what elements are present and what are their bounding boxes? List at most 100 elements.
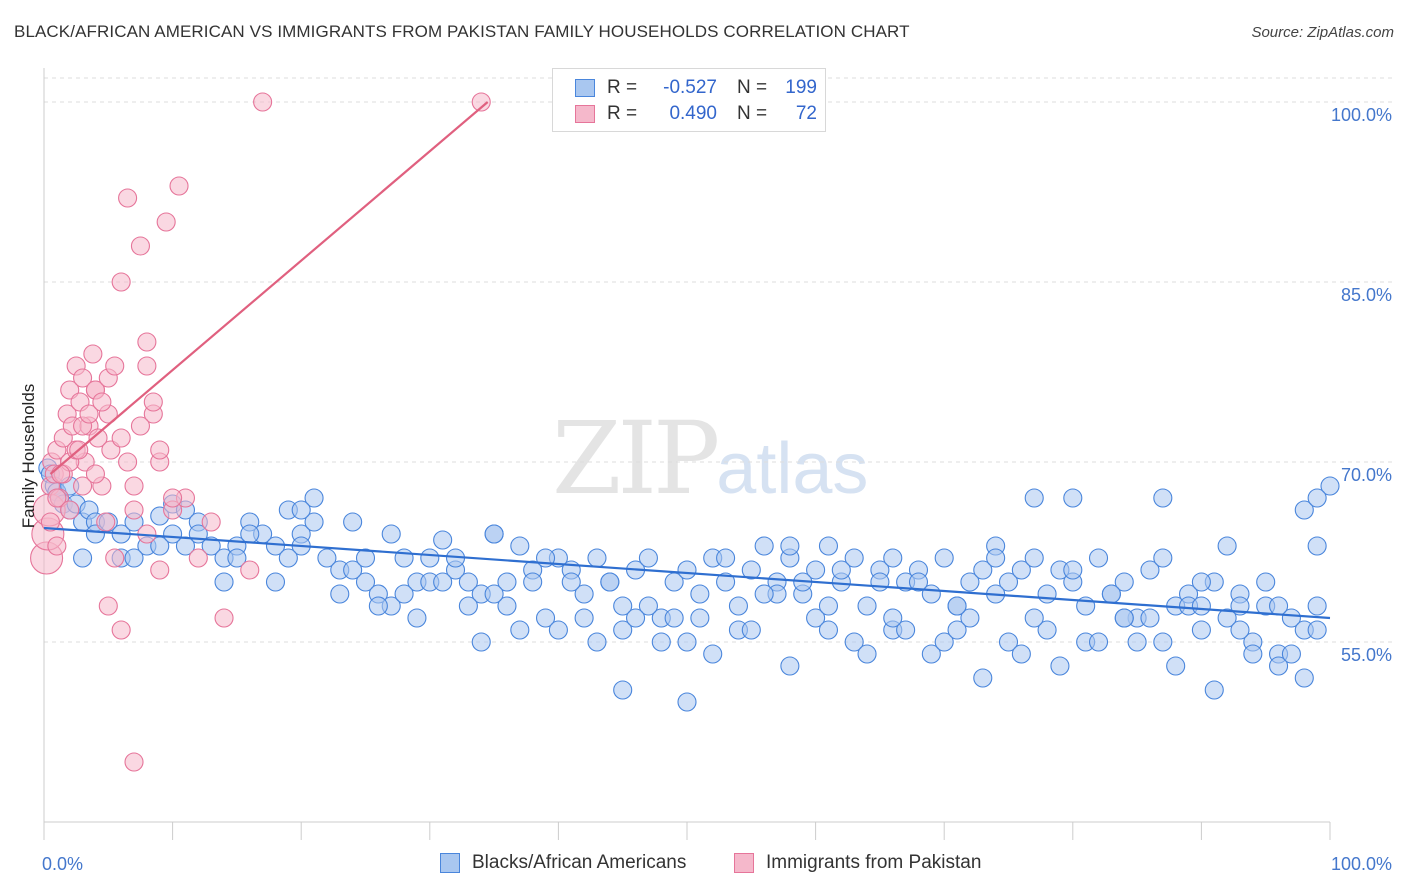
legend-item-pakistan[interactable]: Immigrants from Pakistan — [734, 852, 981, 874]
point-blacks — [831, 560, 851, 580]
point-blacks — [741, 620, 761, 640]
legend-n-label: N = — [737, 103, 768, 124]
point-pakistan — [156, 212, 176, 232]
legend-swatch-pink — [734, 853, 754, 873]
point-blacks — [535, 608, 556, 628]
point-blacks — [716, 572, 736, 592]
point-blacks — [651, 632, 671, 652]
point-blacks — [1153, 548, 1173, 568]
point-pakistan — [111, 620, 131, 640]
x-tick-label: 0.0% — [42, 854, 83, 874]
point-pakistan — [73, 368, 93, 388]
point-pakistan — [79, 404, 99, 424]
point-blacks — [394, 584, 414, 604]
point-pakistan — [85, 464, 105, 484]
y-tick-label: 70.0% — [1341, 465, 1392, 485]
point-blacks — [471, 632, 491, 652]
point-pakistan — [60, 500, 80, 520]
point-blacks — [896, 620, 916, 640]
series-legend: Blacks/African Americans Immigrants from… — [0, 852, 1406, 878]
point-blacks — [497, 572, 517, 592]
legend-n-label: N = — [737, 77, 768, 98]
point-blacks — [407, 608, 427, 628]
point-blacks — [947, 620, 967, 640]
point-blacks — [677, 692, 697, 712]
point-blacks — [716, 548, 736, 568]
legend-r-value: -0.527 — [663, 77, 717, 98]
point-blacks — [1140, 560, 1160, 580]
legend-item-blacks[interactable]: Blacks/African Americans — [440, 852, 686, 874]
legend-label: Immigrants from Pakistan — [766, 852, 982, 873]
point-pakistan — [137, 332, 157, 352]
point-blacks — [934, 632, 954, 652]
point-blacks — [973, 560, 993, 580]
point-blacks — [458, 572, 478, 592]
point-blacks — [883, 608, 903, 628]
series-pakistan-points — [30, 92, 491, 772]
point-blacks — [343, 512, 363, 532]
point-blacks — [548, 620, 568, 640]
point-blacks — [690, 608, 710, 628]
point-pakistan — [124, 500, 144, 520]
point-blacks — [1281, 608, 1301, 628]
point-blacks — [1037, 584, 1057, 604]
point-blacks — [1230, 620, 1250, 640]
point-blacks — [638, 596, 658, 616]
y-tick-label: 85.0% — [1341, 285, 1392, 305]
point-pakistan — [83, 344, 103, 364]
point-blacks — [1243, 644, 1263, 664]
point-pakistan — [47, 536, 67, 556]
legend-swatch-pink — [575, 105, 595, 123]
point-blacks — [1166, 656, 1186, 676]
point-pakistan — [163, 488, 183, 508]
point-blacks — [484, 584, 504, 604]
point-blacks — [677, 560, 697, 580]
point-blacks — [600, 572, 620, 592]
point-blacks — [355, 548, 376, 568]
legend-row-blacks: R = -0.527 N = 199 — [575, 75, 817, 101]
point-blacks — [420, 548, 440, 568]
point-blacks — [214, 572, 234, 592]
point-blacks — [998, 572, 1019, 592]
point-blacks — [998, 632, 1019, 652]
x-tick-label: 100.0% — [1331, 854, 1392, 874]
point-blacks — [1191, 596, 1211, 616]
source-label: Source: ZipAtlas.com — [1251, 24, 1394, 41]
point-blacks — [857, 644, 877, 664]
point-blacks — [780, 536, 800, 556]
point-blacks — [626, 608, 646, 628]
point-blacks — [1024, 488, 1044, 508]
point-blacks — [1281, 644, 1301, 664]
point-blacks — [844, 632, 864, 652]
y-tick-label: 55.0% — [1341, 645, 1392, 665]
point-pakistan — [137, 356, 157, 376]
point-blacks — [754, 536, 774, 556]
point-blacks — [381, 524, 401, 544]
point-blacks — [1217, 608, 1237, 628]
point-blacks — [458, 596, 478, 616]
point-blacks — [265, 536, 286, 556]
point-pakistan — [253, 92, 273, 112]
point-blacks — [1101, 584, 1121, 604]
point-blacks — [561, 572, 581, 592]
point-pakistan — [40, 512, 60, 532]
chart-title: BLACK/AFRICAN AMERICAN VS IMMIGRANTS FRO… — [14, 22, 910, 41]
watermark: ZIPatlas — [552, 400, 868, 517]
point-blacks — [73, 548, 93, 568]
point-blacks — [613, 680, 633, 700]
point-pakistan — [111, 272, 131, 292]
point-blacks — [1256, 572, 1276, 592]
point-blacks — [844, 548, 864, 568]
point-pakistan — [92, 392, 112, 412]
point-blacks — [960, 608, 980, 628]
point-blacks — [870, 572, 890, 592]
point-blacks — [1153, 632, 1173, 652]
point-blacks — [1307, 620, 1327, 640]
legend-swatch-blue — [440, 853, 460, 873]
point-blacks — [265, 572, 286, 592]
point-pakistan — [188, 548, 208, 568]
point-blacks — [818, 596, 839, 616]
point-blacks — [1320, 476, 1340, 496]
point-blacks — [304, 512, 324, 532]
point-blacks — [343, 560, 363, 580]
